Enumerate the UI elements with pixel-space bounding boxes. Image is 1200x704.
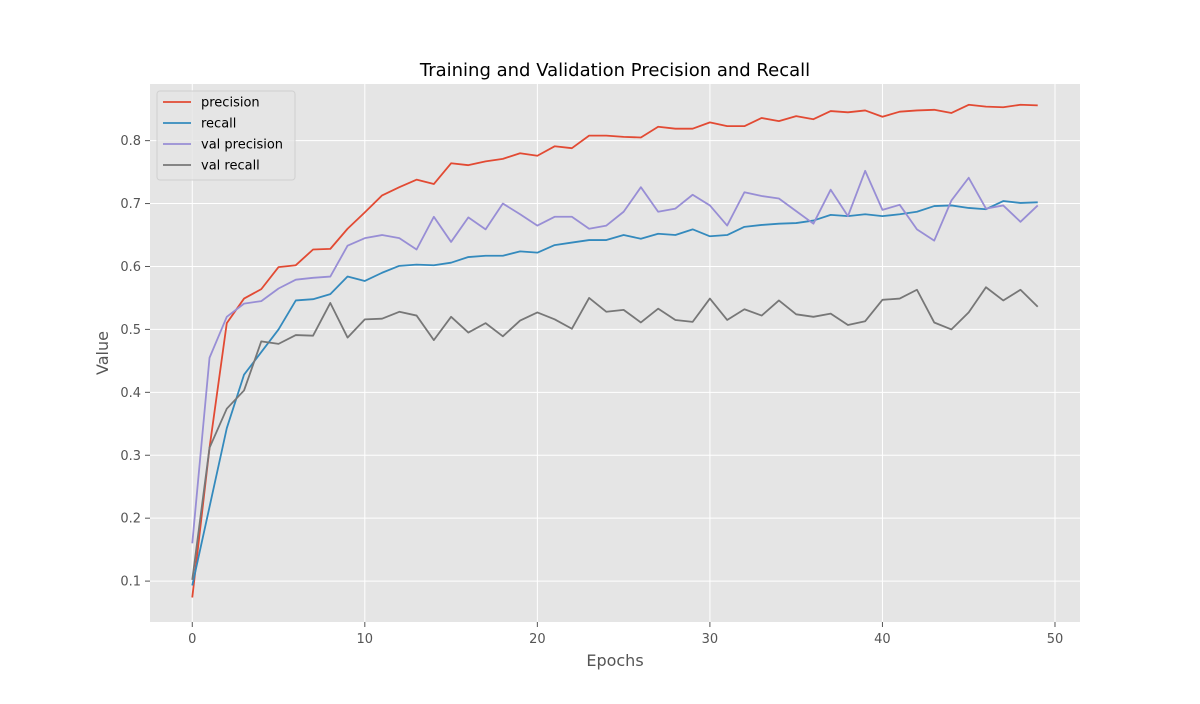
legend-label: val recall bbox=[201, 159, 260, 174]
legend-items: precision recall val precision val recall bbox=[163, 96, 283, 174]
legend-label: recall bbox=[201, 117, 236, 132]
plot-area bbox=[150, 84, 1080, 622]
y-tick-label: 0.5 bbox=[120, 323, 141, 338]
y-tick-label: 0.3 bbox=[120, 449, 141, 464]
grid-lines bbox=[150, 84, 1080, 622]
x-tick-label: 30 bbox=[702, 632, 719, 647]
legend-label: val precision bbox=[201, 138, 283, 153]
series-lines bbox=[191, 103, 1039, 598]
series-line-precision bbox=[191, 103, 1038, 598]
y-tick-label: 0.8 bbox=[120, 134, 141, 149]
x-tick-label: 20 bbox=[529, 632, 546, 647]
x-tick-label: 40 bbox=[874, 632, 891, 647]
y-tick-label: 0.6 bbox=[120, 260, 141, 275]
series-line-recall bbox=[191, 200, 1038, 586]
chart-title: Training and Validation Precision and Re… bbox=[419, 60, 810, 81]
y-tick-label: 0.1 bbox=[120, 575, 141, 590]
y-tick-label: 0.4 bbox=[120, 386, 141, 401]
legend-box bbox=[156, 90, 296, 181]
series-line-val-recall bbox=[191, 286, 1039, 580]
legend: precision recall val precision val recall bbox=[156, 90, 296, 181]
y-tick-label: 0.7 bbox=[120, 197, 141, 212]
y-axis-label: Value bbox=[93, 331, 112, 375]
x-axis-ticks: 0 10 20 30 40 50 bbox=[188, 622, 1063, 647]
x-tick-label: 0 bbox=[188, 632, 196, 647]
legend-label: precision bbox=[201, 96, 260, 111]
y-axis-ticks: 0.1 0.2 0.3 0.4 0.5 0.6 0.7 0.8 bbox=[120, 134, 150, 590]
x-tick-label: 50 bbox=[1047, 632, 1064, 647]
x-axis-label: Epochs bbox=[586, 651, 643, 670]
y-tick-label: 0.2 bbox=[120, 512, 141, 527]
x-tick-label: 10 bbox=[357, 632, 374, 647]
series-line-val-precision bbox=[191, 169, 1039, 544]
